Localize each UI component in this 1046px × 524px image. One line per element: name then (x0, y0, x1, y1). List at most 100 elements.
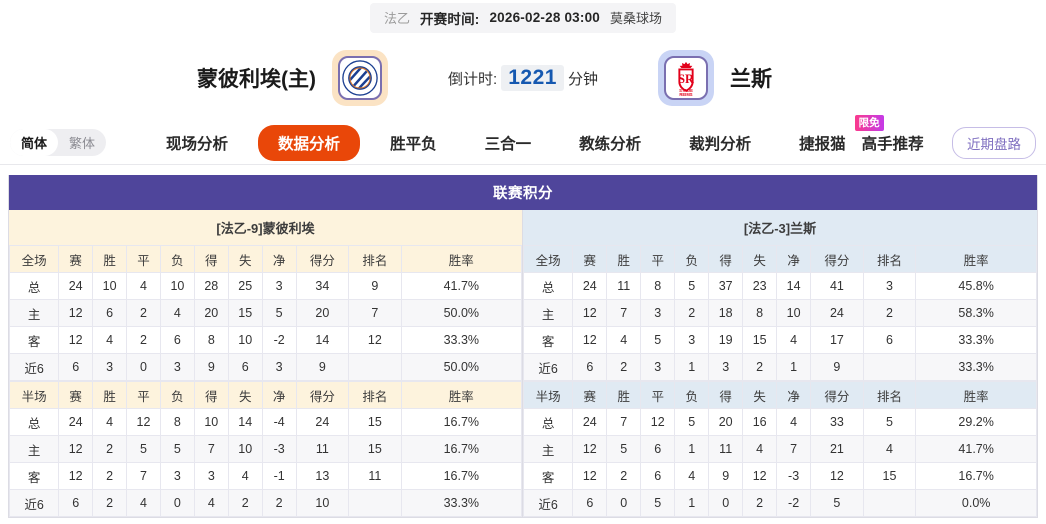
col-win-rate: 胜率 (915, 245, 1037, 273)
cell-draw: 7 (126, 462, 161, 490)
table-row: 近6 6 2 4 0 4 2 2 10 33.3% (8, 489, 523, 517)
cell-win: 3 (92, 353, 128, 381)
col-win: 胜 (606, 245, 642, 273)
table-row: 近6 6 3 0 3 9 6 3 9 50.0% (8, 353, 523, 381)
cell-goals-against: 2 (227, 489, 263, 517)
cell-goal-diff: 4 (776, 408, 812, 436)
away-team-logo: SR STADE REIMS (658, 50, 714, 106)
cell-goals-for: 18 (708, 299, 744, 327)
cell-goal-diff: -2 (776, 489, 812, 517)
tab-data-analysis[interactable]: 数据分析 (258, 124, 361, 161)
col-scope: 半场 (8, 381, 60, 409)
language-toggle[interactable]: 简体 繁体 (10, 129, 107, 156)
cell-win: 10 (92, 272, 128, 300)
col-points: 得分 (810, 245, 864, 273)
cell-points: 17 (810, 326, 864, 354)
cell-goals-against: 2 (742, 489, 778, 517)
cell-win: 2 (606, 462, 642, 490)
cell-points: 34 (295, 272, 350, 300)
cell-draw: 3 (640, 299, 676, 327)
row-label: 主 (8, 299, 60, 327)
countdown-label: 倒计时: (448, 70, 498, 88)
cell-loss: 5 (159, 435, 195, 463)
tab-expert-picks[interactable]: 限免 高手推荐 (852, 114, 948, 154)
cell-win: 2 (606, 353, 642, 381)
cell-win-rate: 29.2% (915, 408, 1037, 436)
panel-title: 联赛积分 (9, 175, 1037, 210)
col-goal-diff: 净 (261, 245, 297, 273)
col-draw: 平 (640, 245, 676, 273)
countdown-unit: 分钟 (567, 70, 598, 88)
cell-win-rate: 41.7% (915, 435, 1037, 463)
cell-goals-against: 4 (742, 435, 778, 463)
cell-goal-diff: -4 (261, 408, 297, 436)
cell-loss: 5 (674, 272, 710, 300)
cell-played: 24 (572, 272, 608, 300)
table-row: 近6 6 2 3 1 3 2 1 9 33.3% (522, 353, 1037, 381)
table-header-row: 全场 赛 胜 平 负 得 失 净 得分 排名 胜率 (522, 245, 1037, 273)
col-goals-for: 得 (193, 245, 229, 273)
tab-referee-analysis[interactable]: 裁判分析 (689, 135, 752, 153)
cell-points: 13 (295, 462, 350, 490)
cell-played: 6 (572, 489, 608, 517)
tab-win-draw-loss[interactable]: 胜平负 (390, 135, 437, 153)
tab-coach-analysis[interactable]: 教练分析 (579, 135, 642, 153)
cell-played: 12 (58, 462, 94, 490)
lang-option-traditional[interactable]: 繁体 (69, 136, 96, 151)
away-standings-heading: [法乙-3]兰斯 (523, 210, 1037, 245)
cell-goals-against: 2 (742, 353, 778, 381)
tab-three-in-one[interactable]: 三合一 (484, 135, 532, 153)
standings-split: [法乙-9]蒙彼利埃 全场 赛 胜 平 负 得 失 净 (8, 210, 1037, 517)
cell-goals-for: 7 (193, 435, 229, 463)
cell-played: 24 (58, 272, 94, 300)
col-goals-against: 失 (742, 245, 778, 273)
cell-rank: 6 (862, 326, 917, 354)
row-label: 客 (8, 462, 60, 490)
cell-played: 24 (572, 408, 608, 436)
col-goals-for: 得 (708, 245, 744, 273)
cell-win: 2 (92, 435, 128, 463)
col-win: 胜 (606, 381, 642, 409)
cell-win-rate: 16.7% (400, 462, 523, 490)
svg-text:STADE: STADE (679, 88, 693, 93)
cell-goals-for: 19 (708, 326, 744, 354)
recent-odds-button[interactable]: 近期盘路 (952, 126, 1036, 159)
cell-draw: 0 (126, 353, 161, 381)
cell-draw: 6 (640, 435, 676, 463)
col-played: 赛 (572, 245, 608, 273)
row-label: 客 (8, 326, 60, 354)
lang-option-simplified[interactable]: 简体 (10, 129, 59, 156)
cell-goals-for: 9 (193, 353, 229, 381)
cell-points: 24 (810, 299, 864, 327)
cell-loss: 1 (674, 489, 710, 517)
col-goals-against: 失 (227, 245, 263, 273)
row-label: 主 (8, 435, 60, 463)
cell-rank (348, 489, 402, 517)
away-team-block[interactable]: SR STADE REIMS 兰斯 (636, 50, 1006, 106)
col-loss: 负 (674, 245, 710, 273)
cell-win-rate: 50.0% (400, 299, 523, 327)
cell-goals-against: 8 (742, 299, 778, 327)
tab-jiebaomao[interactable]: 捷报猫 (799, 135, 846, 153)
row-label: 近6 (8, 353, 60, 381)
match-info-bar: 法乙 开赛时间: 2026-02-28 03:00 莫桑球场 (0, 0, 1046, 35)
col-loss: 负 (159, 381, 195, 409)
col-loss: 负 (674, 381, 710, 409)
cell-goal-diff: 5 (261, 299, 297, 327)
main-nav-bar: 简体 繁体 现场分析 数据分析 胜平负 三合一 教练分析 裁判分析 捷报猫 限免… (0, 114, 1046, 165)
col-played: 赛 (58, 245, 94, 273)
col-loss: 负 (159, 245, 195, 273)
cell-loss: 2 (674, 299, 710, 327)
tab-live-analysis[interactable]: 现场分析 (166, 135, 229, 153)
teams-header: 蒙彼利埃(主) (0, 35, 1046, 121)
cell-played: 6 (572, 353, 608, 381)
col-goal-diff: 净 (261, 381, 297, 409)
away-standings-side: [法乙-3]兰斯 全场 赛 胜 平 负 得 失 净 (522, 210, 1037, 517)
home-standings-heading: [法乙-9]蒙彼利埃 (9, 210, 522, 245)
cell-goals-for: 28 (193, 272, 229, 300)
col-goal-diff: 净 (776, 245, 812, 273)
col-goal-diff: 净 (776, 381, 812, 409)
cell-goal-diff: 2 (261, 489, 297, 517)
home-team-block[interactable]: 蒙彼利埃(主) (40, 50, 410, 106)
cell-goals-against: 16 (742, 408, 778, 436)
